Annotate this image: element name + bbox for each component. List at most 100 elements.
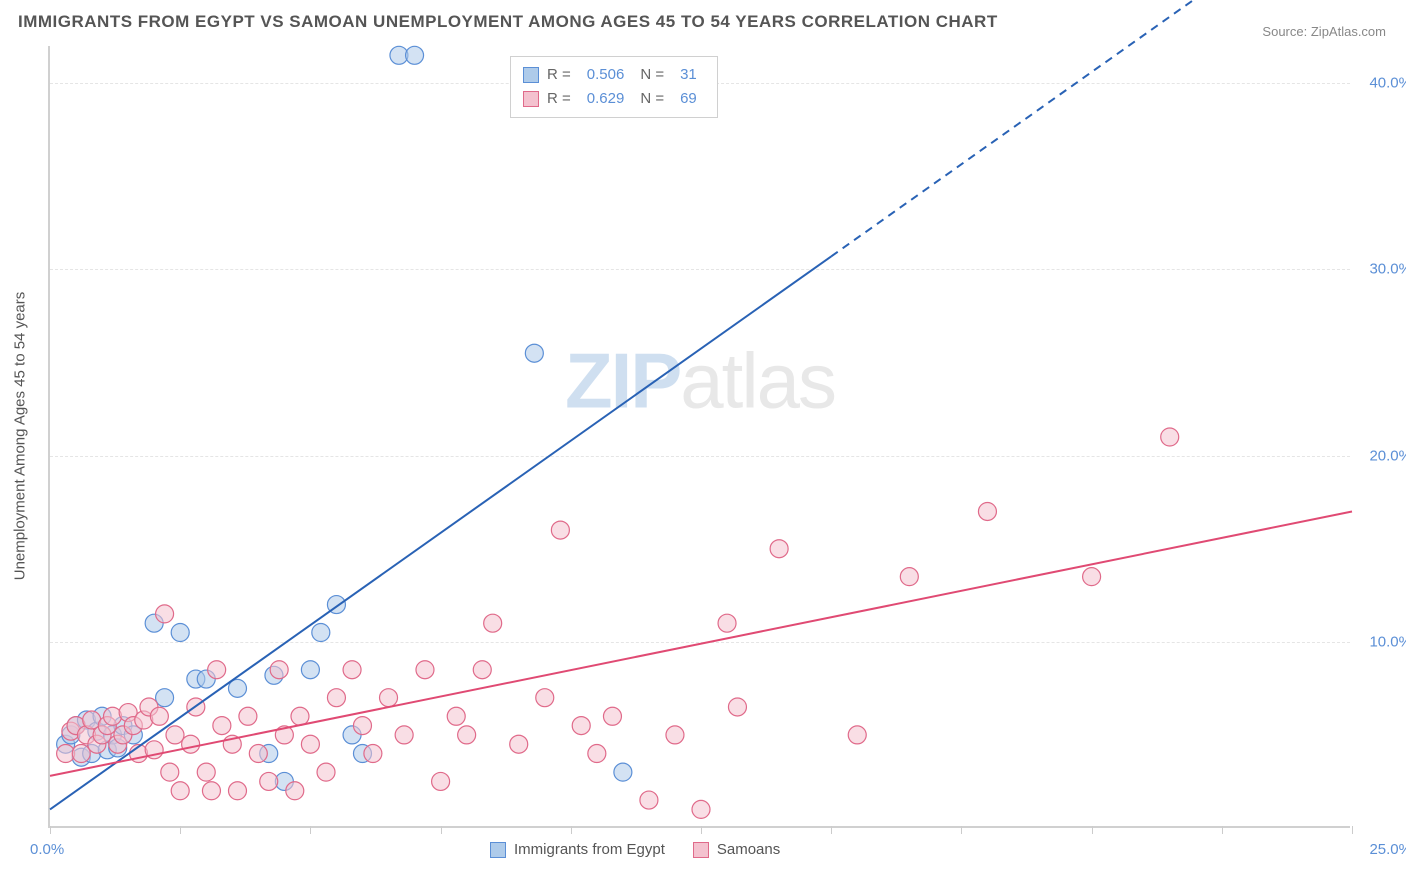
data-point [161, 763, 179, 781]
y-tick-label: 20.0% [1369, 447, 1406, 464]
data-point [588, 745, 606, 763]
data-point [228, 782, 246, 800]
data-point [327, 689, 345, 707]
legend-swatch [693, 842, 709, 858]
data-point [291, 707, 309, 725]
x-axis-min-label: 0.0% [30, 841, 64, 858]
plot-area: Unemployment Among Ages 45 to 54 years Z… [48, 46, 1350, 828]
data-point [603, 707, 621, 725]
data-point [202, 782, 220, 800]
y-axis-title: Unemployment Among Ages 45 to 54 years [12, 292, 29, 581]
legend-swatch [523, 91, 539, 107]
data-point [395, 726, 413, 744]
y-tick-label: 10.0% [1369, 633, 1406, 650]
data-point [1083, 568, 1101, 586]
data-point [614, 763, 632, 781]
data-point [270, 661, 288, 679]
x-tick [310, 826, 311, 834]
data-point [770, 540, 788, 558]
scatter-svg [50, 46, 1350, 826]
series-legend-label: Immigrants from Egypt [514, 841, 665, 858]
x-tick [831, 826, 832, 834]
data-point [551, 521, 569, 539]
data-point [978, 502, 996, 520]
data-point [473, 661, 491, 679]
series-legend: Immigrants from Egypt Samoans [490, 841, 780, 858]
legend-r-label: R = [547, 63, 571, 87]
data-point [447, 707, 465, 725]
data-point [1161, 428, 1179, 446]
legend-n-label: N = [640, 87, 664, 111]
data-point [197, 763, 215, 781]
legend-n-label: N = [640, 63, 664, 87]
data-point [156, 689, 174, 707]
data-point [458, 726, 476, 744]
data-point [728, 698, 746, 716]
x-tick [961, 826, 962, 834]
data-point [536, 689, 554, 707]
correlation-legend: R = 0.506 N = 31 R = 0.629 N = 69 [510, 56, 718, 118]
data-point [182, 735, 200, 753]
data-point [718, 614, 736, 632]
data-point [286, 782, 304, 800]
data-point [510, 735, 528, 753]
data-point [213, 717, 231, 735]
series-legend-item: Immigrants from Egypt [490, 841, 665, 858]
x-axis-max-label: 25.0% [1369, 841, 1406, 858]
x-tick [571, 826, 572, 834]
data-point [301, 661, 319, 679]
x-tick [50, 826, 51, 834]
series-legend-item: Samoans [693, 841, 780, 858]
legend-row: R = 0.629 N = 69 [523, 87, 705, 111]
data-point [171, 624, 189, 642]
data-point [156, 605, 174, 623]
legend-n-value: 69 [680, 87, 697, 111]
x-tick [180, 826, 181, 834]
legend-row: R = 0.506 N = 31 [523, 63, 705, 87]
data-point [484, 614, 502, 632]
legend-r-label: R = [547, 87, 571, 111]
data-point [525, 344, 543, 362]
y-tick-label: 30.0% [1369, 261, 1406, 278]
source-attribution: Source: ZipAtlas.com [1262, 24, 1386, 39]
data-point [166, 726, 184, 744]
trend-line [50, 256, 831, 809]
legend-r-value: 0.629 [587, 87, 625, 111]
data-point [416, 661, 434, 679]
x-tick [1222, 826, 1223, 834]
data-point [72, 745, 90, 763]
trend-line [50, 511, 1352, 775]
data-point [572, 717, 590, 735]
data-point [900, 568, 918, 586]
legend-swatch [523, 67, 539, 83]
data-point [364, 745, 382, 763]
chart-title: IMMIGRANTS FROM EGYPT VS SAMOAN UNEMPLOY… [18, 12, 998, 32]
y-tick-label: 40.0% [1369, 75, 1406, 92]
legend-n-value: 31 [680, 63, 697, 87]
data-point [640, 791, 658, 809]
data-point [343, 661, 361, 679]
data-point [150, 707, 168, 725]
x-tick [1092, 826, 1093, 834]
data-point [666, 726, 684, 744]
data-point [301, 735, 319, 753]
data-point [432, 772, 450, 790]
data-point [353, 717, 371, 735]
legend-swatch [490, 842, 506, 858]
data-point [848, 726, 866, 744]
x-tick [441, 826, 442, 834]
source-value: ZipAtlas.com [1311, 24, 1386, 39]
data-point [239, 707, 257, 725]
data-point [317, 763, 335, 781]
legend-r-value: 0.506 [587, 63, 625, 87]
series-legend-label: Samoans [717, 841, 780, 858]
data-point [103, 707, 121, 725]
data-point [260, 772, 278, 790]
source-label: Source: [1262, 24, 1307, 39]
x-tick [701, 826, 702, 834]
data-point [312, 624, 330, 642]
data-point [692, 800, 710, 818]
data-point [249, 745, 267, 763]
x-tick [1352, 826, 1353, 834]
data-point [380, 689, 398, 707]
